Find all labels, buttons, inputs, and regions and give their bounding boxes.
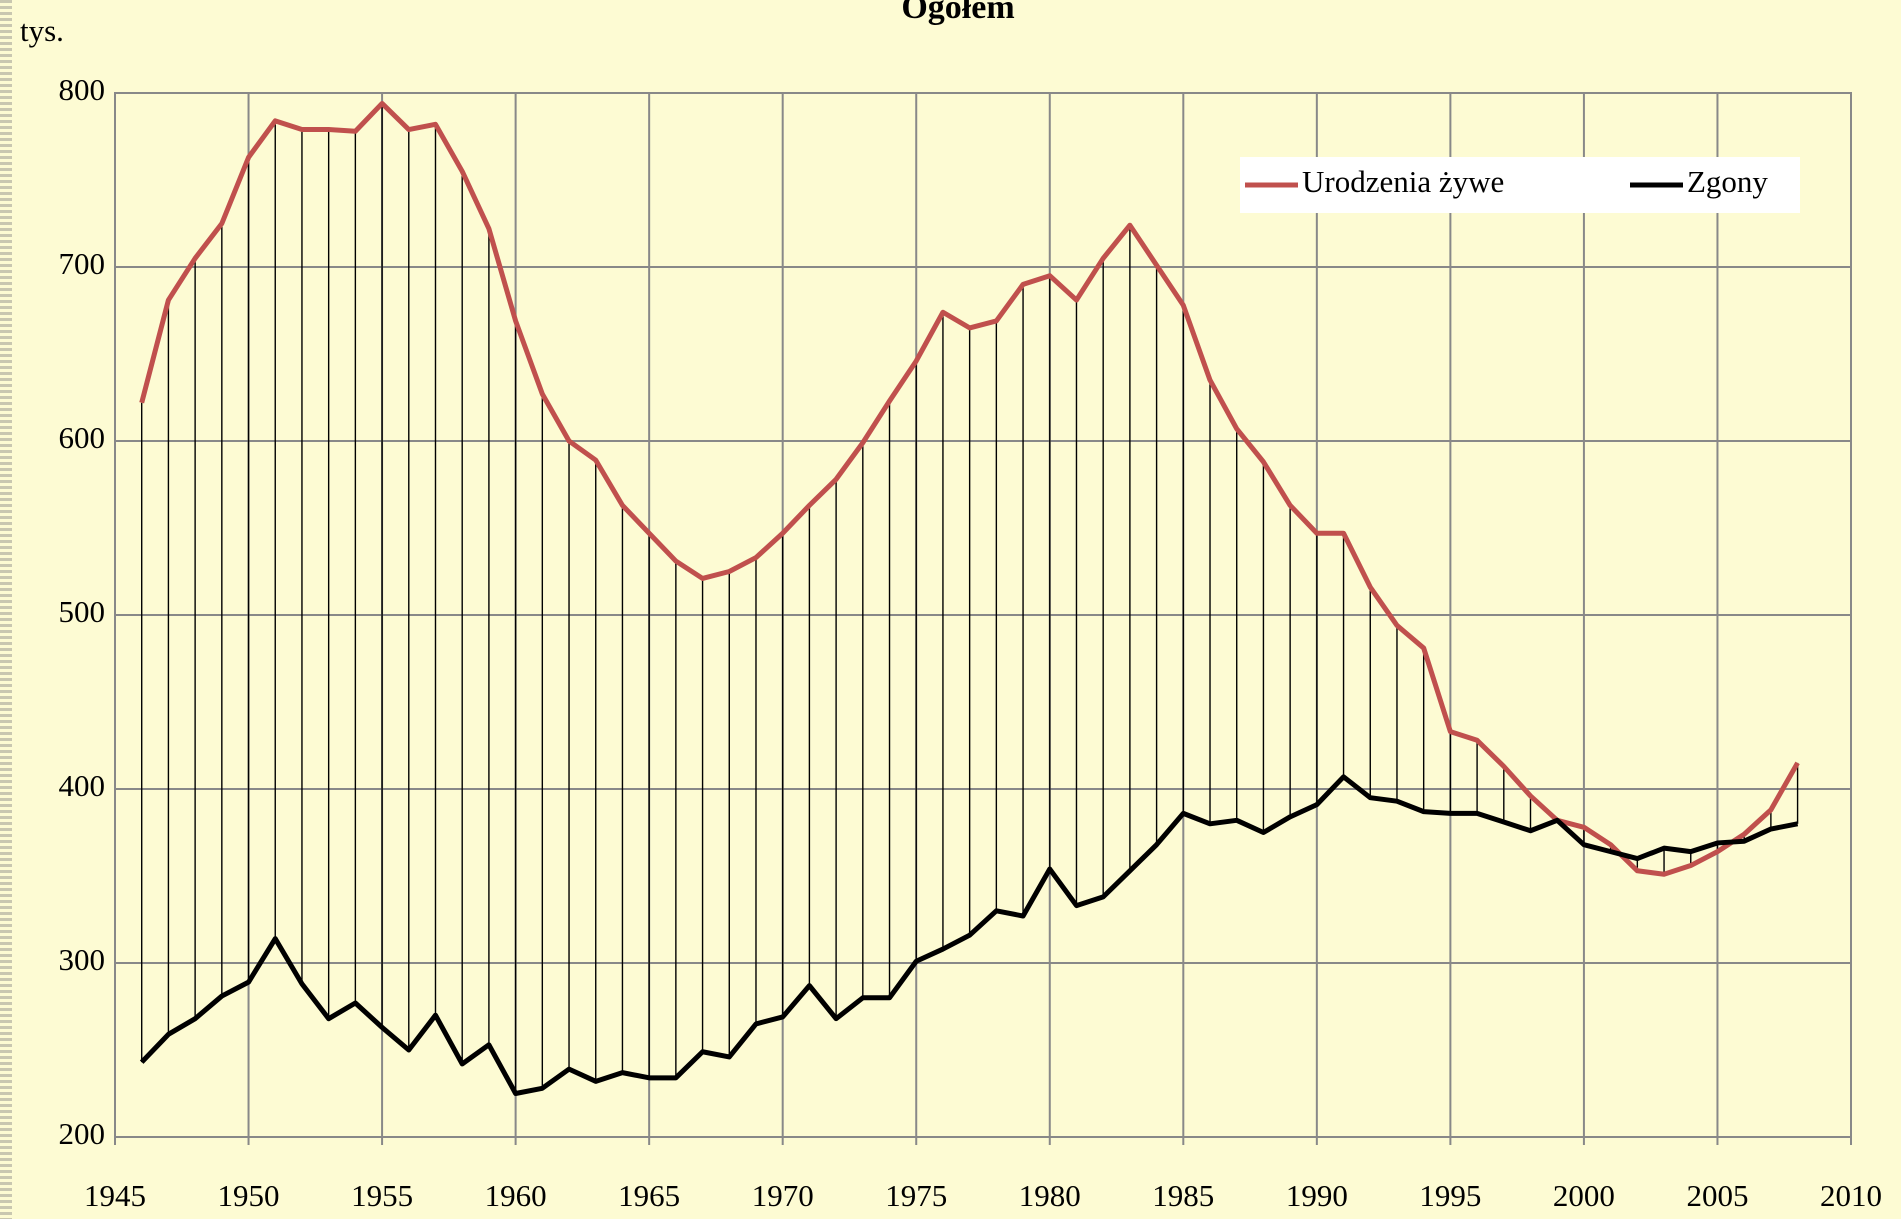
x-tick-label: 1980 xyxy=(1019,1178,1081,1213)
y-axis-label: tys. xyxy=(20,13,64,48)
x-tick-label: 1955 xyxy=(351,1178,413,1213)
y-tick-label: 700 xyxy=(59,246,106,281)
y-tick-label: 800 xyxy=(59,72,106,107)
y-tick-label: 400 xyxy=(59,768,106,803)
x-tick-label: 1975 xyxy=(885,1178,947,1213)
x-tick-label: 2000 xyxy=(1553,1178,1615,1213)
y-tick-label: 300 xyxy=(59,942,106,977)
legend-label: Zgony xyxy=(1687,164,1768,199)
series-line xyxy=(139,774,1799,1096)
legend-label: Urodzenia żywe xyxy=(1302,164,1504,199)
x-tick-label: 2010 xyxy=(1820,1178,1882,1213)
legend-box xyxy=(1240,157,1800,213)
series-line xyxy=(139,100,1800,877)
x-tick-label: 1945 xyxy=(84,1178,146,1213)
y-tick-label: 600 xyxy=(59,420,106,455)
x-tick-label: 1960 xyxy=(485,1178,547,1213)
x-tick-label: 1970 xyxy=(752,1178,814,1213)
x-tick-label: 1995 xyxy=(1419,1178,1481,1213)
y-tick-label: 500 xyxy=(59,594,106,629)
chart-title: Ogółem xyxy=(901,0,1014,26)
slide-edge xyxy=(0,0,12,1219)
y-tick-label: 200 xyxy=(59,1116,106,1151)
x-tick-label: 1985 xyxy=(1152,1178,1214,1213)
x-tick-label: 1950 xyxy=(218,1178,280,1213)
x-tick-label: 1990 xyxy=(1286,1178,1348,1213)
x-tick-label: 2005 xyxy=(1686,1178,1748,1213)
x-tick-label: 1965 xyxy=(618,1178,680,1213)
